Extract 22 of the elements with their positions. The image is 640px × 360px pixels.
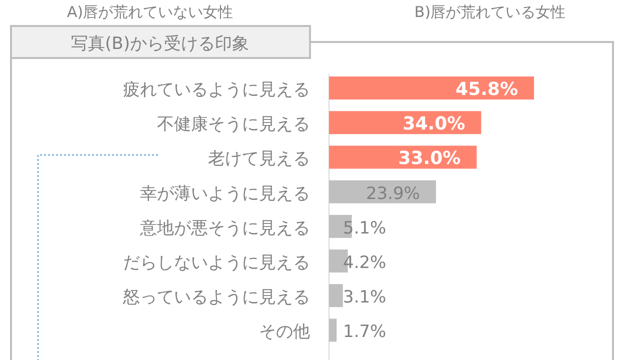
data-label: 23.9% <box>366 184 420 204</box>
data-label: 1.7% <box>343 322 386 342</box>
bar <box>329 318 337 342</box>
y-tick-label: 幸が薄いように見える <box>140 184 310 204</box>
y-tick-label: 意地が悪そうに見える <box>139 218 310 238</box>
data-label: 33.0% <box>398 148 461 170</box>
bar <box>329 284 343 308</box>
data-label: 34.0% <box>402 114 466 135</box>
data-label: 4.2% <box>343 253 386 273</box>
y-tick-label: だらしないように見える <box>123 253 310 273</box>
data-label: 3.1% <box>343 288 386 308</box>
y-tick-label: 老けて見える <box>208 149 310 170</box>
bar <box>329 76 534 100</box>
data-label: 5.1% <box>343 218 386 238</box>
text: A)唇が荒れていない女性 <box>66 3 234 21</box>
y-tick-label: 怒っているように見える <box>122 288 310 308</box>
text: 写真(B)から受ける印象 <box>71 34 249 54</box>
data-label: 45.8% <box>456 79 518 100</box>
y-tick-label: 疲れているように見える <box>123 80 310 100</box>
text: B)唇が荒れている女性 <box>414 3 566 21</box>
y-tick-label: その他 <box>259 322 310 342</box>
y-tick-label: 不健康そうに見える <box>157 114 310 135</box>
